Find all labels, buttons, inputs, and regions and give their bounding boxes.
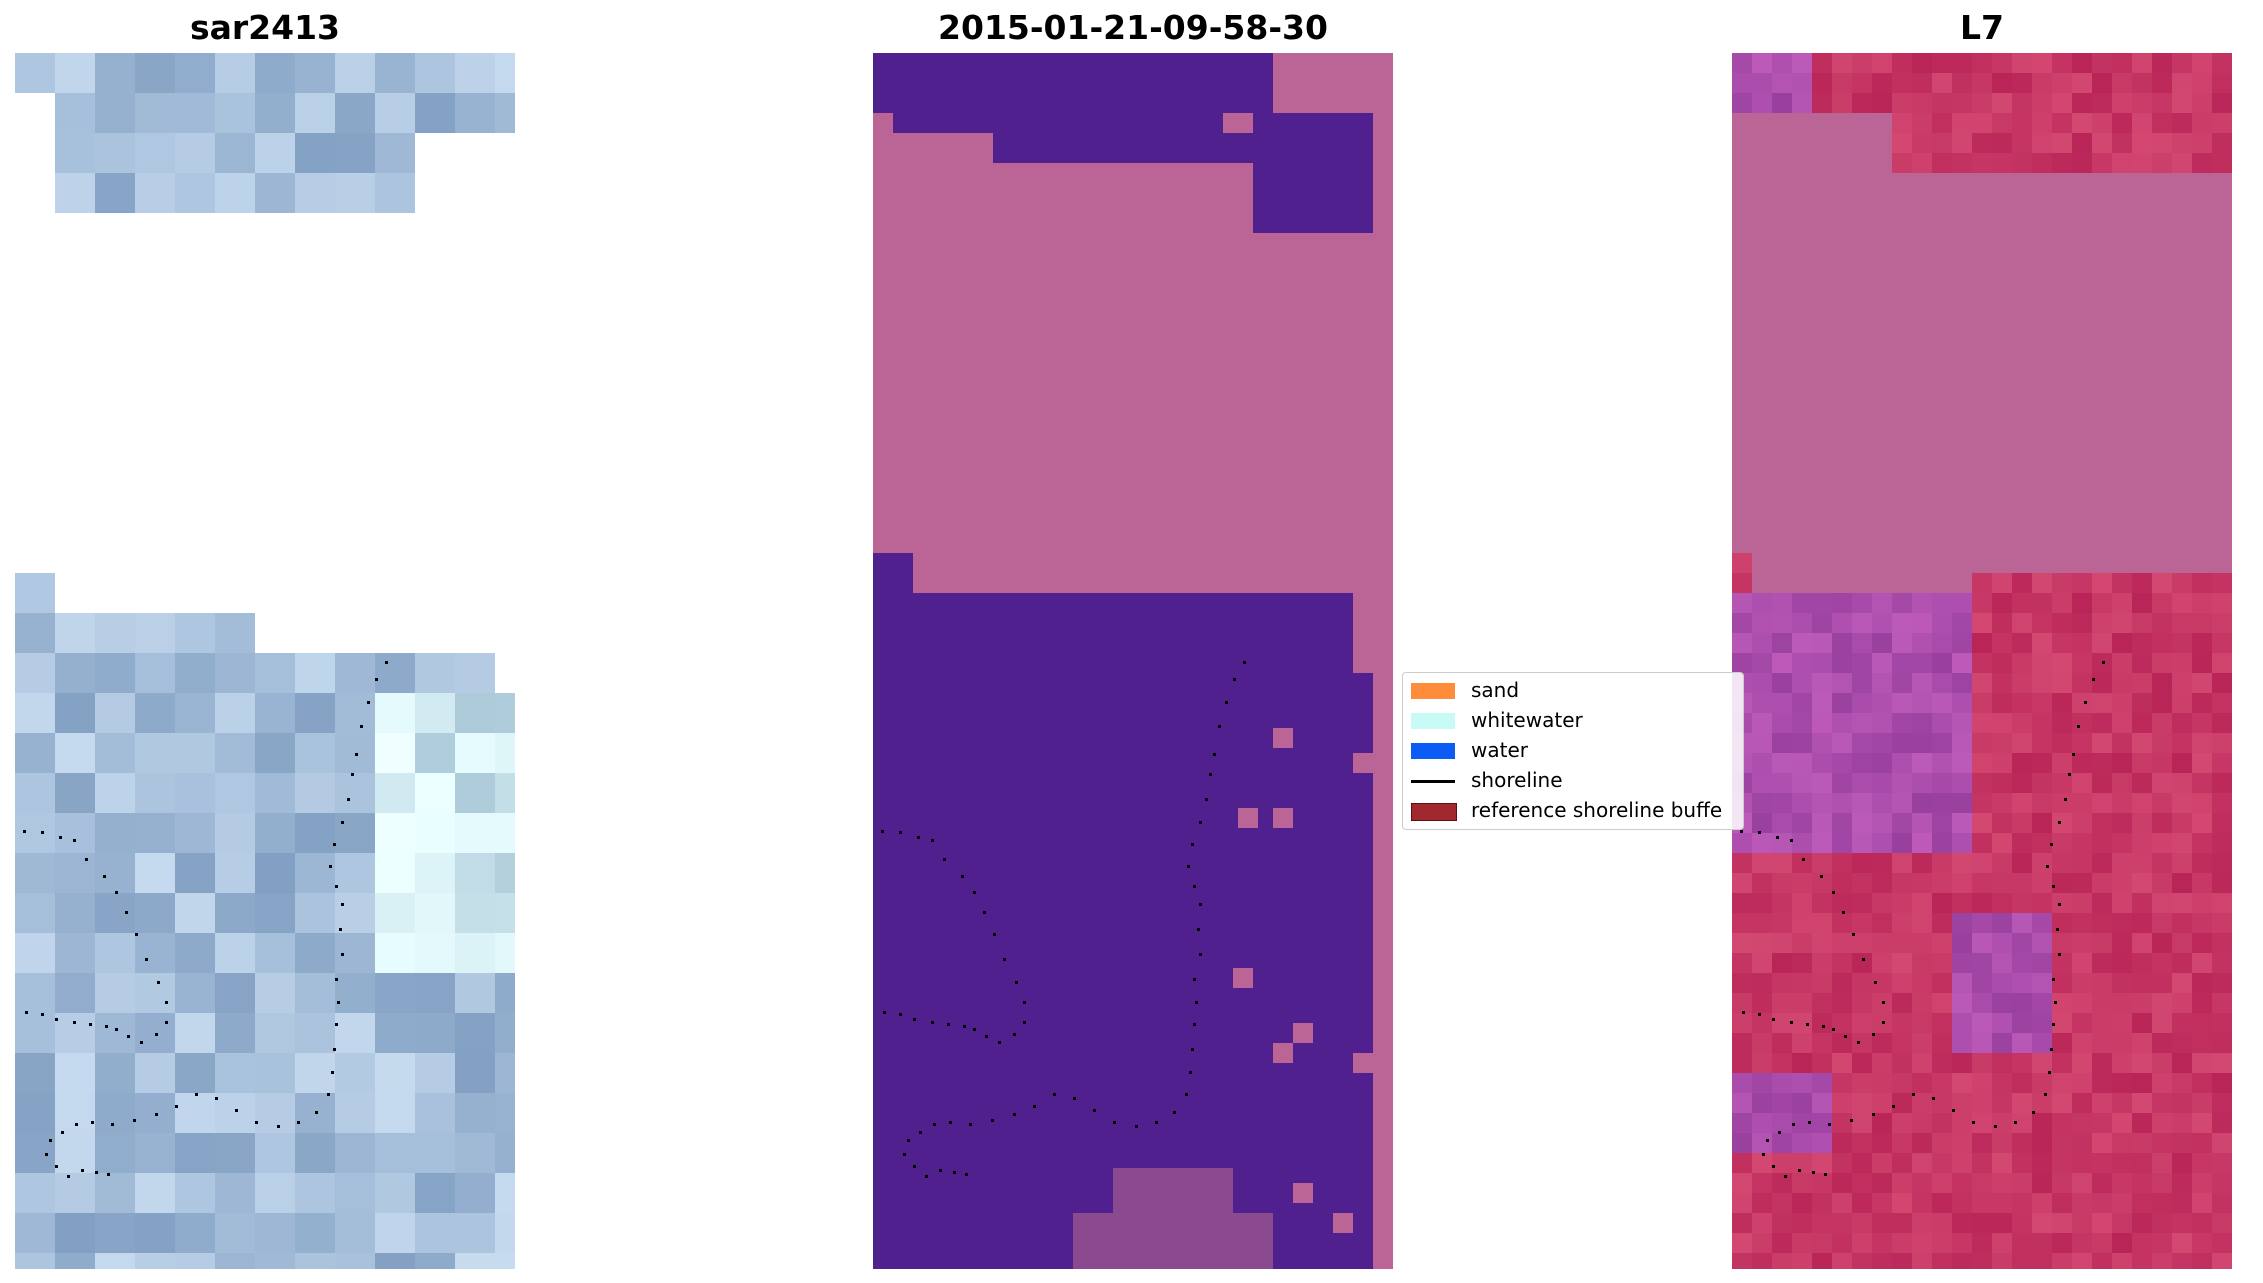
water-swatch [1411, 743, 1455, 759]
legend-label: whitewater [1471, 708, 1583, 732]
shoreline-dots [881, 661, 1246, 1178]
panel-title-classification: 2015-01-21-09-58-30 [938, 8, 1328, 47]
rgb-image-panel [15, 53, 515, 1269]
shoreline-dots [1740, 661, 2105, 1178]
panel-title-l7: L7 [1960, 8, 2004, 47]
legend-label: shoreline [1471, 768, 1563, 792]
legend-label: water [1471, 738, 1528, 762]
legend-item-whitewater: whitewater [1403, 707, 1743, 735]
legend-label: sand [1471, 678, 1520, 702]
l7-raster [1732, 53, 2232, 1269]
rgb-raster [15, 53, 515, 1269]
legend-label: reference shoreline buffe [1471, 798, 1723, 822]
l7-image-panel [1732, 53, 2232, 1269]
sand-swatch [1411, 683, 1455, 699]
legend: sand whitewater water shoreline referenc… [1402, 672, 1744, 830]
panel-title-rgb: sar2413 [189, 8, 341, 47]
legend-item-water: water [1403, 737, 1743, 765]
whitewater-swatch [1411, 713, 1455, 729]
legend-item-sand: sand [1403, 677, 1743, 705]
legend-item-shoreline: shoreline [1403, 767, 1743, 795]
shoreline-line-swatch [1411, 780, 1455, 783]
classification-image-panel [873, 53, 1393, 1269]
legend-item-reference-buffer: reference shoreline buffe [1403, 797, 1743, 825]
shoreline-dots [23, 661, 388, 1178]
reference-buffer-swatch [1411, 803, 1457, 821]
classification-raster [873, 53, 1393, 1269]
